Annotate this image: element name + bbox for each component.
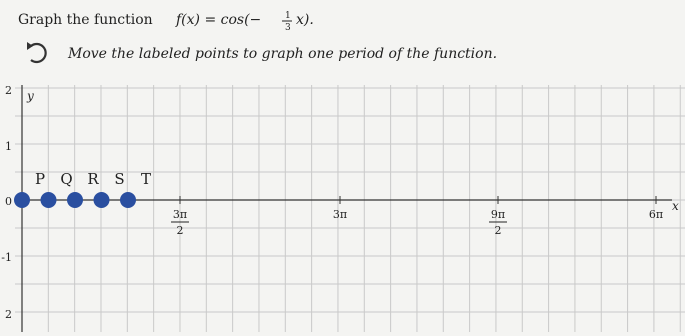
point-label: S (114, 170, 124, 188)
prompt-frac-num: 1 (285, 11, 291, 21)
y-tick-label: -1 (1, 251, 12, 264)
x-tick-label-num: 9π (491, 208, 505, 221)
y-tick-label: 2 (5, 308, 12, 321)
x-tick-label-num: 6π (649, 208, 663, 221)
prompt-frac-den: 3 (285, 23, 291, 33)
x-tick-label-den: 2 (177, 224, 184, 237)
y-tick-label: 2 (5, 84, 12, 97)
draggable-point[interactable] (67, 192, 83, 208)
point-label: P (35, 170, 45, 188)
point-label: Q (60, 170, 72, 188)
x-tick-label-den: 2 (495, 224, 502, 237)
draggable-point[interactable] (40, 192, 57, 208)
prompt-func-end: x). (296, 12, 314, 28)
point-label: T (141, 170, 151, 188)
prompt-lead: Graph the function (18, 12, 153, 28)
x-tick-label-num: 3π (333, 208, 347, 221)
point-label: R (87, 170, 99, 188)
draggable-point[interactable] (93, 192, 110, 208)
y-tick-label: 0 (5, 195, 12, 208)
grid (15, 85, 685, 332)
instruction: Move the labeled points to graph one per… (67, 46, 497, 62)
draggable-point[interactable] (120, 192, 136, 208)
draggable-point[interactable] (14, 192, 30, 208)
undo-button[interactable] (27, 42, 47, 64)
x-axis-label: x (672, 199, 679, 213)
y-tick-label: 1 (5, 140, 12, 153)
prompt-func-start: f(x) = cos(− (175, 12, 261, 28)
x-tick-label-num: 3π (173, 208, 187, 221)
y-axis-label: y (26, 89, 34, 103)
